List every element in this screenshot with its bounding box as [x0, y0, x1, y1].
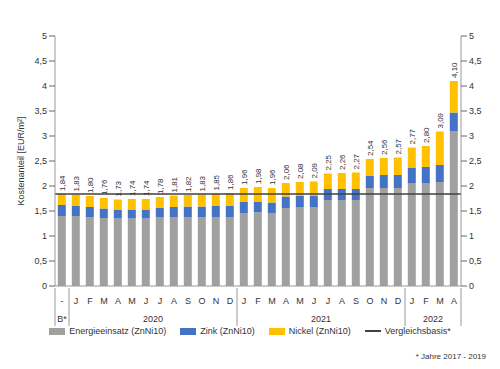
svg-text:2,77: 2,77	[408, 128, 417, 144]
svg-text:1,81: 1,81	[170, 176, 179, 192]
svg-text:F: F	[87, 296, 93, 306]
html-text:Nickel (ZnNi10): Nickel (ZnNi10)	[288, 326, 351, 336]
svg-text:1,96: 1,96	[240, 169, 249, 185]
svg-text:4: 4	[469, 81, 474, 91]
svg-text:5: 5	[42, 31, 47, 41]
svg-text:A: A	[339, 296, 345, 306]
svg-text:2,5: 2,5	[34, 156, 47, 166]
svg-text:Kostenanteil [EUR/m²]: Kostenanteil [EUR/m²]	[16, 116, 26, 205]
svg-text:B*: B*	[57, 314, 67, 324]
svg-text:1: 1	[469, 231, 474, 241]
svg-text:F: F	[423, 296, 429, 306]
svg-text:A: A	[451, 296, 457, 306]
svg-text:O: O	[198, 296, 205, 306]
svg-text:J: J	[326, 296, 331, 306]
svg-text:M: M	[268, 296, 276, 306]
svg-text:0: 0	[469, 281, 474, 291]
svg-text:2: 2	[469, 181, 474, 191]
svg-text:2022: 2022	[423, 314, 443, 324]
svg-text:F: F	[255, 296, 261, 306]
svg-text:J: J	[312, 296, 317, 306]
svg-text:1,74: 1,74	[142, 180, 151, 196]
svg-text:1,5: 1,5	[34, 206, 47, 216]
html-text:Energieeinsatz (ZnNi10): Energieeinsatz (ZnNi10)	[69, 326, 167, 336]
svg-text:2,26: 2,26	[338, 154, 347, 170]
svg-text:3,5: 3,5	[34, 106, 47, 116]
svg-text:1,96: 1,96	[268, 169, 277, 185]
html-text:* Jahre 2017 - 2019: * Jahre 2017 - 2019	[415, 352, 486, 361]
svg-text:M: M	[296, 296, 304, 306]
svg-text:1,85: 1,85	[212, 174, 221, 190]
html-text:Zink (ZnNi10): Zink (ZnNi10)	[200, 326, 255, 336]
svg-text:1,83: 1,83	[72, 175, 81, 191]
svg-text:0,5: 0,5	[469, 256, 482, 266]
svg-text:4,5: 4,5	[34, 56, 47, 66]
svg-text:2,56: 2,56	[380, 139, 389, 155]
svg-text:A: A	[283, 296, 289, 306]
svg-text:A: A	[171, 296, 177, 306]
svg-text:S: S	[353, 296, 359, 306]
svg-text:2,27: 2,27	[352, 153, 361, 169]
svg-text:1,80: 1,80	[86, 177, 95, 193]
svg-text:1: 1	[42, 231, 47, 241]
svg-text:2,5: 2,5	[469, 156, 482, 166]
svg-text:1,5: 1,5	[469, 206, 482, 216]
svg-text:2,54: 2,54	[366, 140, 375, 156]
svg-text:2: 2	[42, 181, 47, 191]
svg-text:1,78: 1,78	[156, 178, 165, 194]
svg-text:1,73: 1,73	[114, 180, 123, 196]
svg-text:2,09: 2,09	[310, 162, 319, 178]
svg-text:2,06: 2,06	[282, 164, 291, 180]
svg-text:N: N	[213, 296, 220, 306]
svg-text:3,09: 3,09	[436, 112, 445, 128]
svg-text:J: J	[410, 296, 415, 306]
svg-text:2021: 2021	[311, 314, 331, 324]
svg-text:1,82: 1,82	[184, 176, 193, 192]
svg-text:M: M	[436, 296, 444, 306]
svg-text:2020: 2020	[143, 314, 163, 324]
html-text:Vergleichsbasis*: Vergleichsbasis*	[384, 326, 451, 336]
svg-text:4: 4	[42, 81, 47, 91]
svg-text:S: S	[185, 296, 191, 306]
svg-text:J: J	[144, 296, 149, 306]
svg-text:4,10: 4,10	[450, 62, 459, 78]
svg-text:0,5: 0,5	[34, 256, 47, 266]
svg-text:D: D	[227, 296, 234, 306]
svg-text:0: 0	[42, 281, 47, 291]
svg-text:3,5: 3,5	[469, 106, 482, 116]
svg-text:J: J	[74, 296, 79, 306]
svg-text:1,84: 1,84	[58, 175, 67, 191]
svg-text:2,25: 2,25	[324, 154, 333, 170]
svg-text:3: 3	[42, 131, 47, 141]
svg-text:1,76: 1,76	[100, 179, 109, 195]
svg-text:A: A	[115, 296, 121, 306]
svg-text:D: D	[395, 296, 402, 306]
svg-text:O: O	[366, 296, 373, 306]
svg-text:2,08: 2,08	[296, 163, 305, 179]
svg-text:2,80: 2,80	[422, 127, 431, 143]
svg-text:5: 5	[469, 31, 474, 41]
svg-text:-: -	[61, 296, 64, 306]
svg-text:2,57: 2,57	[394, 138, 403, 154]
svg-text:N: N	[381, 296, 388, 306]
svg-text:M: M	[100, 296, 108, 306]
svg-text:J: J	[242, 296, 247, 306]
svg-text:J: J	[158, 296, 163, 306]
svg-text:M: M	[128, 296, 136, 306]
svg-text:1,98: 1,98	[254, 168, 263, 184]
svg-text:1,74: 1,74	[128, 180, 137, 196]
svg-text:1,86: 1,86	[226, 174, 235, 190]
svg-text:1,83: 1,83	[198, 175, 207, 191]
svg-text:3: 3	[469, 131, 474, 141]
svg-text:4,5: 4,5	[469, 56, 482, 66]
